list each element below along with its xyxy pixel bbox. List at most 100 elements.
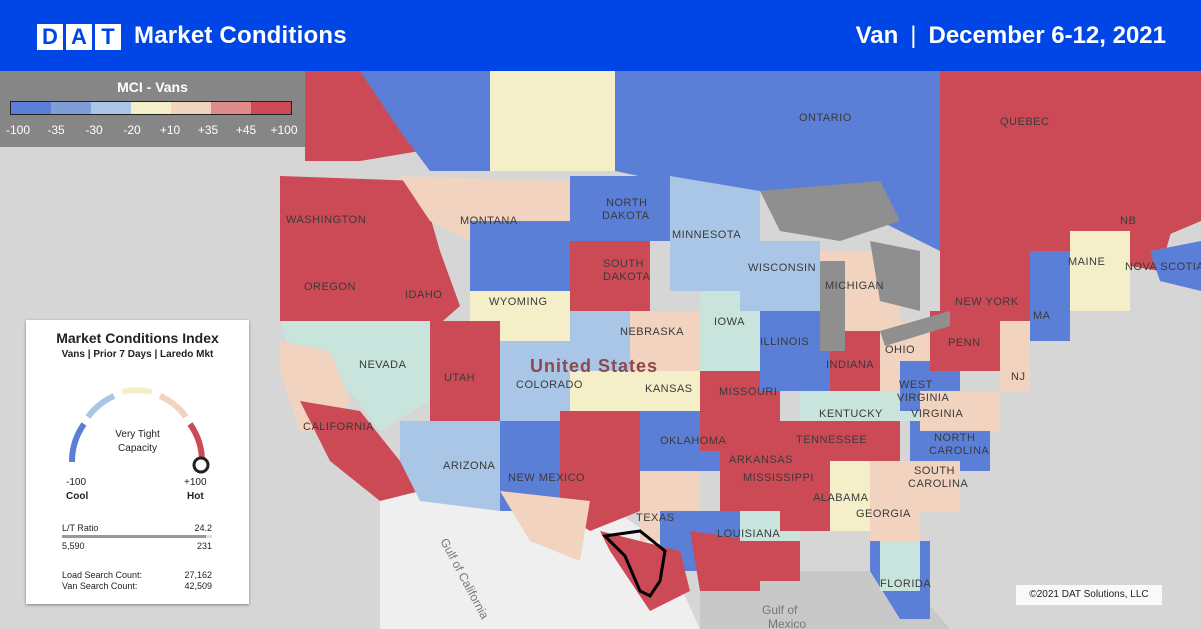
header-separator: | [910,22,917,49]
label-washington: WASHINGTON [286,214,366,226]
region-el-paso [500,491,590,561]
region-kansas [570,371,700,421]
region-virginia [920,391,1000,431]
region-alabama [830,461,870,531]
card-subtitle: Vans | Prior 7 Days | Laredo Mkt [61,349,214,360]
region-manitoba [615,71,710,191]
gauge-max: +100 [184,477,207,488]
label-michigan: MICHIGAN [825,280,884,292]
region-new-york [940,251,1030,321]
lake-michigan [820,261,845,351]
lake-erie [880,311,950,346]
label-nebraska: NEBRASKA [620,326,684,338]
label-arizona: ARIZONA [443,460,496,472]
region-mississippi [780,461,830,531]
label-georgia: GEORGIA [856,508,911,520]
label-south-dakota-2: DAKOTA [603,271,651,283]
region-maine [1070,231,1130,311]
region-north-carolina [910,421,990,471]
label-north-dakota-2: DAKOTA [602,210,650,222]
label-mississippi: MISSISSIPPI [743,472,814,484]
label-gulf-of-mexico-2: Mexico [768,617,806,629]
region-north-dakota [570,176,670,241]
label-kansas: KANSAS [645,383,693,395]
region-massachusetts [1030,251,1070,341]
capacity-status-line1: Very Tight [115,429,160,440]
load-search-value: 27,162 [184,570,212,580]
region-east-montana [470,221,570,291]
legend-tick: -100 [5,123,31,137]
region-nebraska-east [630,311,700,371]
equipment-type: Van [855,22,899,49]
header-meta: Van | December 6-12, 2021 [856,22,1166,50]
capacity-status: Very Tight Capacity [26,428,249,456]
region-florida-north [880,541,920,591]
label-nj: NJ [1011,371,1025,383]
gauge-segment-cool [68,422,87,463]
label-arkansas: ARKANSAS [729,454,793,466]
gauge-hot-label: Hot [187,491,204,502]
label-missouri: MISSOURI [719,386,777,398]
legend-tick: -35 [47,123,65,137]
gauge-segment-warm [158,393,189,419]
legend-color-bar [10,101,292,115]
region-saskatchewan [490,71,615,171]
region-south-dakota [570,241,650,311]
region-laredo [600,531,690,611]
load-count: 5,590 [62,541,85,551]
region-alberta [360,71,490,171]
label-quebec: QUEBEC [1000,116,1049,128]
region-wisconsin [740,241,820,311]
label-virginia: VIRGINIA [911,408,963,420]
lt-ratio-bar-fill [62,535,206,538]
label-kentucky: KENTUCKY [819,408,883,420]
label-maine: MAINE [1068,256,1105,268]
legend-tick: +35 [197,123,219,137]
mci-legend: MCI - Vans -100 -35 -30 -20 +10 +35 +45 +100 [0,71,305,147]
label-iowa: IOWA [714,316,745,328]
label-colorado: COLORADO [516,379,583,391]
card-title: Market Conditions Index [56,330,219,346]
label-south-carolina-1: SOUTH [914,465,955,477]
market-map: ONTARIO QUEBEC NORTH DAKOTA MONTANA WASH… [0,71,1201,629]
label-texas: TEXAS [636,512,675,524]
mexico-region [380,491,700,629]
label-indiana: INDIANA [826,359,874,371]
truck-count: 231 [196,541,212,551]
region-california-south [300,401,420,501]
label-nevada: NEVADA [359,359,407,371]
region-tennessee [780,421,900,461]
label-west-virginia-1: WEST [899,379,933,391]
label-new-mexico: NEW MEXICO [508,472,585,484]
label-alabama: ALABAMA [813,492,869,504]
capacity-status-line2: Capacity [118,443,157,454]
legend-color-3 [131,102,171,114]
region-illinois [760,311,830,391]
lt-ratio-bar [62,535,212,538]
region-nj [1000,321,1030,391]
label-florida: FLORIDA [880,578,931,590]
van-search-label: Van Search Count: [62,581,138,591]
label-tennessee: TENNESSEE [796,434,867,446]
label-north-carolina-2: CAROLINA [929,445,989,457]
gauge-needle-icon [192,456,210,474]
label-united-states: United States [530,356,658,376]
label-nb: NB [1120,215,1136,227]
region-colorado [500,341,570,421]
legend-color-2 [91,102,131,114]
region-louisiana [740,541,800,581]
legend-tick: +10 [159,123,181,137]
gauge-segment-cold [85,393,116,419]
lake-superior [760,181,900,241]
legend-color-6 [251,102,291,114]
label-idaho: IDAHO [405,289,442,301]
logo-letter-d: D [37,24,63,50]
legend-color-1 [51,102,91,114]
region-nova-scotia [1150,241,1201,291]
legend-tick: -20 [123,123,141,137]
region-south-carolina [900,461,960,511]
legend-title: MCI - Vans [117,79,188,95]
legend-tick: -30 [85,123,103,137]
lt-ratio-label: L/T Ratio [62,523,99,533]
label-new-york: NEW YORK [955,296,1019,308]
